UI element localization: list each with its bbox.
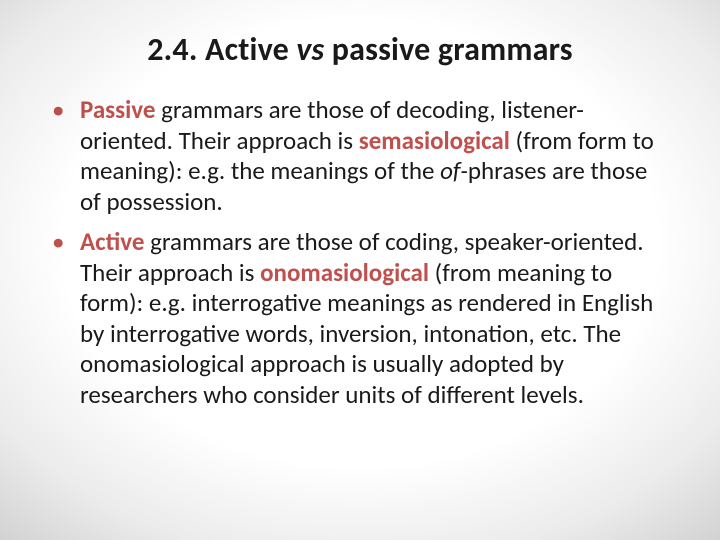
title-prefix: 2.4. Active — [147, 30, 296, 69]
bullet-italic: of- — [440, 155, 468, 186]
list-item: Passive grammars are those of decoding, … — [72, 95, 672, 217]
title-vs: vs — [296, 30, 324, 69]
bullet-lead: Active — [80, 226, 144, 257]
bullet-highlight: semasiological — [359, 125, 510, 156]
title-suffix: passive grammars — [324, 30, 572, 69]
slide-title: 2.4. Active vs passive grammars — [48, 30, 672, 69]
list-item: Active grammars are those of coding, spe… — [72, 227, 672, 410]
bullet-highlight: onomasiological — [260, 257, 429, 288]
bullet-list: Passive grammars are those of decoding, … — [48, 95, 672, 410]
slide-container: 2.4. Active vs passive grammars Passive … — [0, 0, 720, 540]
bullet-lead: Passive — [80, 94, 155, 125]
